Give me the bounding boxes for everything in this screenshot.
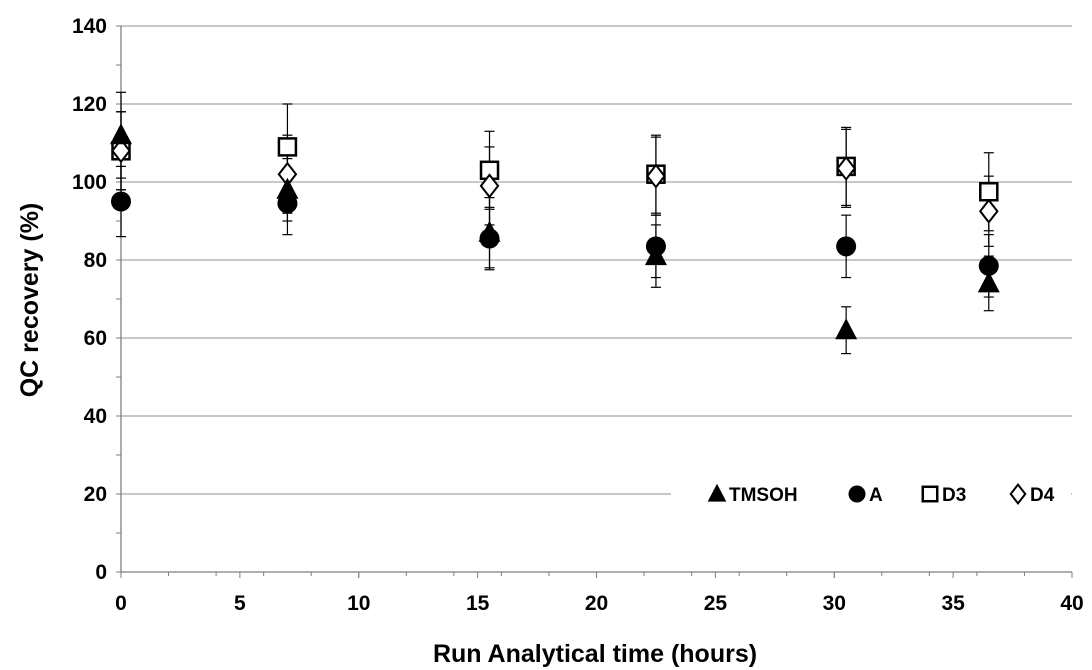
y-tick-label-20: 20: [84, 483, 107, 506]
y-axis-title: QC recovery (%): [16, 203, 44, 398]
x-tick-label-5: 5: [234, 592, 246, 615]
legend-marker-d3: [921, 485, 939, 503]
point-d4-4: [836, 155, 856, 181]
y-tick-label-80: 80: [84, 249, 107, 272]
data-markers: [110, 123, 1000, 340]
gridlines: [121, 25, 1072, 495]
axis-tick-labels: 0 20 40 60 80 100 120 140 0 5 10 15 20 25 30 35 40: [72, 15, 1084, 615]
x-tick-label-15: 15: [466, 592, 490, 615]
point-d4-0: [111, 138, 131, 164]
point-a-3: [645, 236, 666, 257]
point-a-1: [277, 193, 298, 214]
y-tick-label-40: 40: [84, 405, 107, 428]
legend-label-tmsoh: TMSOH: [729, 485, 798, 506]
legend-label-a: A: [869, 485, 883, 506]
x-tick-label-20: 20: [585, 592, 608, 615]
point-tmsoh-1: [276, 177, 299, 199]
point-a-0: [111, 191, 131, 212]
y-tick-label-100: 100: [72, 171, 107, 194]
point-d3-1: [277, 137, 298, 157]
legend-label-d3: D3: [942, 485, 966, 506]
x-tick-label-10: 10: [347, 592, 370, 615]
x-tick-label-30: 30: [823, 592, 846, 615]
x-tick-label-25: 25: [704, 592, 728, 615]
legend-marker-tmsoh: [707, 483, 727, 502]
y-tick-label-120: 120: [72, 93, 107, 116]
y-tick-label-60: 60: [84, 327, 107, 350]
point-a-2: [479, 228, 500, 249]
y-tick-label-0: 0: [95, 561, 107, 584]
x-tick-label-40: 40: [1060, 592, 1083, 615]
point-tmsoh-0: [110, 123, 132, 145]
point-d4-2: [479, 173, 500, 199]
legend-marker-a: [848, 485, 866, 503]
x-axis-title: Run Analytical time (hours): [433, 640, 757, 668]
point-d4-3: [646, 163, 666, 189]
y-tick-label-140: 140: [72, 15, 107, 38]
legend-background: [671, 476, 1071, 512]
point-a-4: [836, 236, 857, 257]
legend-marker-d4: [1009, 483, 1027, 505]
legend: TMSOH A D3 D4: [671, 476, 1071, 512]
point-d4-5: [978, 198, 999, 224]
point-tmsoh-4: [835, 318, 858, 340]
legend-label-d4: D4: [1030, 485, 1055, 506]
x-tick-label-0: 0: [115, 592, 127, 615]
axis-ticks: [116, 25, 1073, 578]
point-a-5: [978, 255, 999, 276]
point-tmsoh-5: [977, 271, 1000, 293]
x-tick-label-35: 35: [941, 592, 965, 615]
point-d3-5: [979, 182, 999, 202]
